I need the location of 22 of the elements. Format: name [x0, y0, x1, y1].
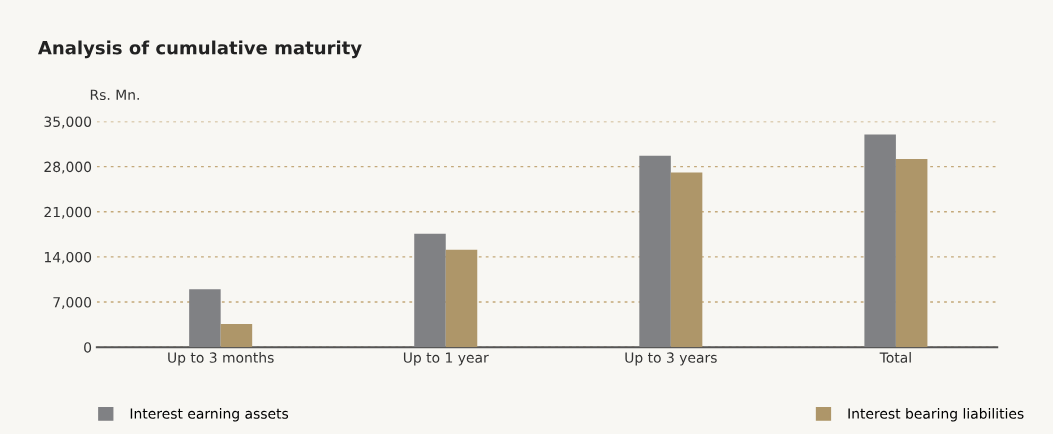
bar [445, 249, 478, 348]
y-tick-label: 14,000 [44, 251, 92, 264]
x-tick-label: Up to 3 years [625, 352, 717, 366]
y-axis-title: Rs. Mn. [90, 89, 139, 101]
bar [414, 233, 446, 348]
x-tick-label: Total [879, 352, 911, 363]
bar [864, 134, 896, 348]
legend-label: Interest bearing liabilities [848, 408, 1024, 422]
bar [895, 158, 928, 348]
bar [639, 155, 671, 348]
y-tick-label: 21,000 [44, 206, 92, 219]
legend-label: Interest earning assets [130, 408, 289, 422]
x-tick-label: Up to 1 year [403, 352, 489, 366]
x-tick-label: Up to 3 months [168, 352, 274, 366]
y-tick-label: 28,000 [44, 161, 92, 174]
chart-title: Analysis of cumulative maturity [38, 40, 362, 59]
y-tick-label: 7,000 [53, 297, 92, 309]
y-tick-label: 35,000 [44, 116, 92, 129]
bar [220, 323, 253, 348]
bar [189, 289, 221, 348]
y-tick-label: 0 [84, 342, 92, 353]
bar [670, 172, 703, 348]
